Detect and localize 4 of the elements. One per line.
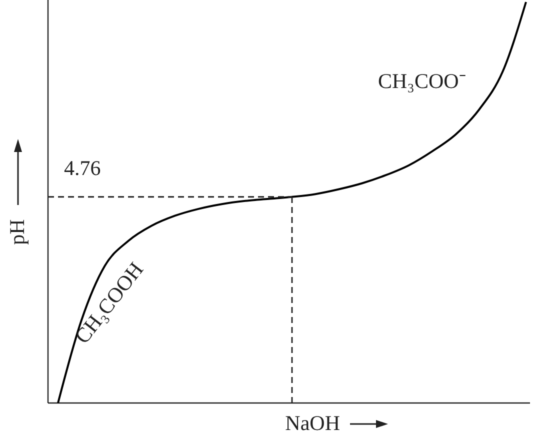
annotation: 4.76 [64, 156, 101, 180]
x-axis-title: NaOH [285, 411, 340, 435]
y-axis-title: pH [5, 219, 29, 245]
annotation: CH₃COO⁻ [378, 69, 466, 93]
